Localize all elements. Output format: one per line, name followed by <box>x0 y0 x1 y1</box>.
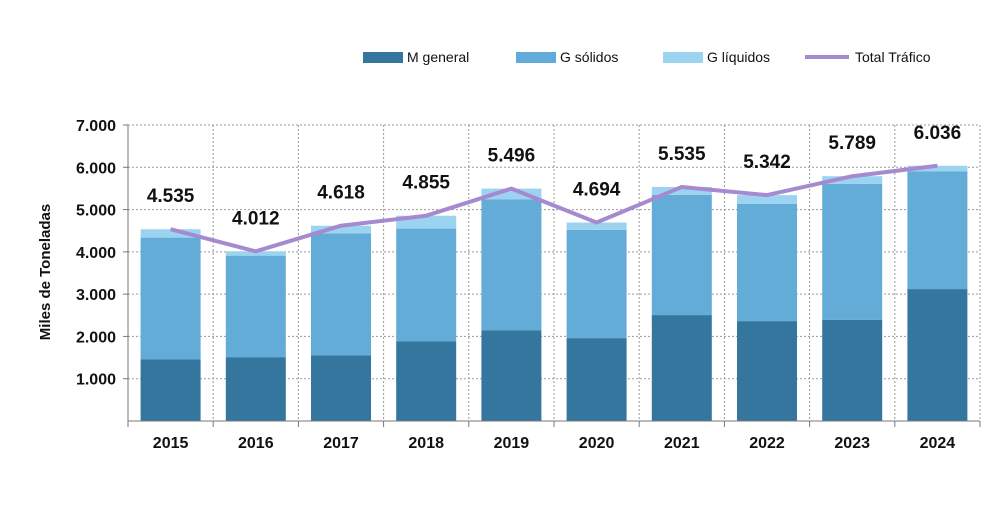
bar-g-líquidos-2017 <box>311 225 371 234</box>
y-tick-label: 5.000 <box>76 203 116 220</box>
bar-g-líquidos-2016 <box>225 251 286 256</box>
bar-g-sólidos-2018 <box>396 228 457 342</box>
y-tick-label: 1.000 <box>76 372 116 389</box>
total-label-2015: 4.535 <box>147 186 195 207</box>
legend-label-2: G líquidos <box>707 49 770 65</box>
total-label-2020: 4.694 <box>573 180 621 201</box>
total-label-2016: 4.012 <box>232 208 280 229</box>
bar-g-sólidos-2022 <box>737 203 797 322</box>
bar-g-líquidos-2019 <box>481 188 542 200</box>
bar-g-sólidos-2019 <box>481 199 542 331</box>
bar-g-líquidos-2020 <box>566 222 627 230</box>
bar-g-sólidos-2023 <box>822 183 883 320</box>
bars <box>140 165 968 421</box>
x-tick-label: 2024 <box>920 435 956 452</box>
legend-label-1: G sólidos <box>560 49 618 65</box>
total-label-2022: 5.342 <box>743 152 791 173</box>
x-tick-label: 2021 <box>664 435 700 452</box>
bar-g-sólidos-2024 <box>907 171 968 290</box>
x-tick-label: 2022 <box>749 435 785 452</box>
total-trafico-line <box>170 163 938 254</box>
bar-g-sólidos-2017 <box>311 233 371 356</box>
bar-m-general-2023 <box>822 319 883 421</box>
bar-m-general-2021 <box>651 315 712 421</box>
bar-g-líquidos-2024 <box>907 165 968 172</box>
total-label-2018: 4.855 <box>402 173 450 194</box>
total-line <box>170 163 938 254</box>
total-label-2023: 5.789 <box>828 133 876 154</box>
data-labels: 4.535 4.012 4.618 4.855 5.496 4.694 5.535 5.342… <box>147 123 961 230</box>
x-tick-label: 2023 <box>834 435 870 452</box>
total-label-2024: 6.036 <box>914 123 962 144</box>
bar-g-sólidos-2021 <box>651 194 712 316</box>
bar-m-general-2018 <box>396 341 457 421</box>
bar-m-general-2020 <box>566 338 627 421</box>
y-tick-label: 3.000 <box>76 287 116 304</box>
bar-m-general-2022 <box>737 321 797 421</box>
x-tick-label: 2017 <box>323 435 359 452</box>
y-tick-label: 2.000 <box>76 329 116 346</box>
bar-m-general-2017 <box>311 355 371 421</box>
legend-swatch-2 <box>663 52 703 63</box>
y-tick-label: 7.000 <box>76 118 116 135</box>
y-tick-label: 6.000 <box>76 160 116 177</box>
y-axis-title: Miles de Toneladas <box>37 204 54 340</box>
x-tick-label: 2016 <box>238 435 274 452</box>
total-label-2017: 4.618 <box>317 183 365 204</box>
x-tick-label: 2018 <box>408 435 444 452</box>
legend-swatch-1 <box>516 52 556 63</box>
bar-g-líquidos-2015 <box>140 229 201 238</box>
bar-m-general-2016 <box>225 357 286 421</box>
legend-swatch-0 <box>363 52 403 63</box>
x-tick-label: 2015 <box>153 435 189 452</box>
bar-m-general-2015 <box>140 359 201 421</box>
y-tick-label: 4.000 <box>76 245 116 262</box>
total-label-2021: 5.535 <box>658 144 706 165</box>
bar-g-líquidos-2021 <box>651 186 712 195</box>
axes: 1.000 2.000 3.000 4.000 5.000 6.000 7.000 2015 2… <box>76 118 981 452</box>
legend-label-0: M general <box>407 49 469 65</box>
legend-label-3: Total Tráfico <box>855 49 931 65</box>
total-label-2019: 5.496 <box>488 146 536 167</box>
bar-g-líquidos-2023 <box>822 176 883 184</box>
x-tick-label: 2020 <box>579 435 615 452</box>
bar-m-general-2024 <box>907 289 968 421</box>
bar-g-sólidos-2020 <box>566 229 627 339</box>
legend: M general G sólidos G líquidos Total Tráfic… <box>363 49 931 65</box>
bar-g-sólidos-2015 <box>140 237 201 360</box>
bar-g-sólidos-2016 <box>225 255 286 358</box>
bar-m-general-2019 <box>481 330 542 421</box>
bar-g-líquidos-2022 <box>737 195 797 204</box>
x-tick-label: 2019 <box>494 435 530 452</box>
